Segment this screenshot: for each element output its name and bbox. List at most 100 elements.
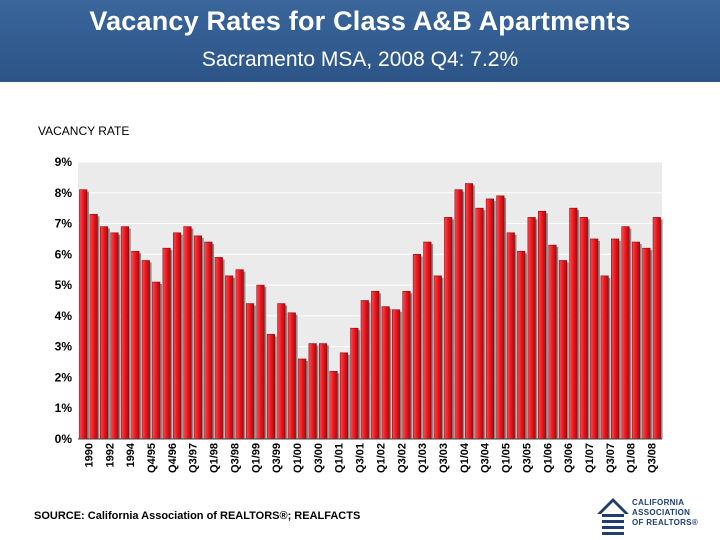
bar (381, 306, 390, 440)
bar (548, 244, 557, 440)
bar (621, 226, 630, 440)
bar (350, 327, 359, 440)
bar (402, 290, 411, 440)
bar (475, 207, 484, 440)
source-note: SOURCE: California Association of REALTO… (34, 510, 361, 522)
bar (558, 260, 567, 440)
bar (287, 312, 296, 440)
y-tick-label: 2% (55, 370, 73, 384)
x-tick-label: Q3/07 (605, 443, 617, 473)
bar (360, 300, 369, 440)
plot-area: 0% 1% 2% 3% 4% 5% 6% 7% 8% 9% 1990 1992 1994 Q4/95 Q4/… (55, 155, 663, 473)
y-tick-label: 7% (55, 217, 73, 231)
bar (579, 217, 588, 440)
chart-title: Vacancy Rates for Class A&B Apartments (89, 6, 631, 36)
x-tick-label: Q1/98 (209, 443, 221, 473)
x-tick-label: Q1/08 (626, 443, 638, 473)
x-tick-label: Q1/03 (417, 443, 429, 473)
bar (631, 241, 640, 440)
bar (193, 235, 202, 440)
x-tick-label: Q3/06 (563, 443, 575, 473)
x-tick-label: Q1/99 (250, 443, 262, 473)
bar (485, 198, 494, 440)
bar (277, 303, 286, 440)
x-tick-label: Q3/99 (271, 443, 283, 473)
bar (319, 343, 328, 440)
bar (256, 284, 265, 440)
vacancy-bar-chart: 0% 1% 2% 3% 4% 5% 6% 7% 8% 9% 1990 1992 1994 Q4/95 Q4/… (55, 155, 663, 473)
x-tick-label: Q1/06 (542, 443, 554, 473)
bar (308, 343, 317, 440)
bar (506, 232, 515, 440)
bar (214, 257, 223, 440)
y-tick-label: 8% (55, 186, 73, 200)
x-tick-label: Q3/08 (647, 443, 659, 473)
bar (89, 214, 98, 440)
bar (141, 260, 150, 440)
bar (235, 269, 244, 440)
bar (204, 241, 213, 440)
x-tick-label: Q3/04 (480, 442, 492, 473)
bar (496, 195, 505, 440)
bar (642, 247, 651, 440)
bar (538, 210, 547, 440)
x-tick-label: Q3/02 (396, 443, 408, 473)
bar (517, 250, 526, 440)
x-tick-label: Q3/01 (355, 443, 367, 473)
bar (527, 217, 536, 440)
bar (600, 275, 609, 440)
y-tick-label: 5% (55, 278, 73, 292)
logo-line-1: CALIFORNIA (632, 498, 685, 507)
bar (152, 281, 161, 440)
x-tick-label: Q4/96 (167, 443, 179, 473)
bar (173, 232, 182, 440)
y-tick-label: 0% (55, 432, 73, 446)
bar (433, 275, 442, 440)
bar (120, 226, 129, 440)
bar (590, 238, 599, 440)
x-tick-label: Q1/05 (501, 443, 513, 473)
y-tick-label: 4% (55, 309, 73, 323)
x-tick-label: Q1/07 (584, 443, 596, 473)
bar (162, 247, 171, 440)
y-tick-label: 6% (55, 247, 73, 261)
x-tick-label: Q3/05 (521, 443, 533, 473)
house-logo-icon (597, 498, 629, 535)
x-tick-label: Q3/00 (313, 443, 325, 473)
bar (110, 232, 119, 440)
bar (392, 309, 401, 440)
bar (423, 241, 432, 440)
logo-line-2: ASSOCIATION (632, 508, 691, 517)
car-logo: CALIFORNIA ASSOCIATION OF REALTORS® (596, 496, 714, 538)
bar (412, 254, 421, 440)
bar (225, 275, 234, 440)
bar (652, 217, 661, 440)
y-tick-label: 3% (55, 340, 73, 354)
bar (79, 189, 88, 440)
logo-line-3: OF REALTORS® (632, 518, 699, 527)
x-tick-label: Q3/03 (438, 443, 450, 473)
x-tick-label: Q3/97 (188, 443, 200, 473)
bar (246, 303, 255, 440)
y-tick-label: 9% (55, 155, 73, 169)
bar (465, 183, 474, 440)
x-tick-label: 1994 (125, 442, 137, 467)
bar (339, 352, 348, 440)
x-tick-label: Q1/04 (459, 442, 471, 473)
bar (131, 250, 140, 440)
y-axis-label: VACANCY RATE (38, 124, 130, 138)
logo-wordmark: CALIFORNIA ASSOCIATION OF REALTORS® (632, 498, 698, 528)
bar (329, 370, 338, 440)
bar (266, 334, 275, 440)
x-tick-label: Q4/95 (146, 443, 158, 473)
title-banner: Vacancy Rates for Class A&B Apartments S… (0, 0, 720, 82)
chart-subtitle: Sacramento MSA, 2008 Q4: 7.2% (201, 48, 519, 71)
x-tick-label: Q3/98 (229, 443, 241, 473)
x-tick-label: 1992 (104, 443, 116, 467)
bar (298, 358, 307, 440)
bar (371, 290, 380, 440)
x-tick-label: Q1/00 (292, 443, 304, 473)
x-tick-label: Q1/01 (334, 443, 346, 473)
bar (183, 226, 192, 440)
x-tick-label: Q1/02 (375, 443, 387, 473)
